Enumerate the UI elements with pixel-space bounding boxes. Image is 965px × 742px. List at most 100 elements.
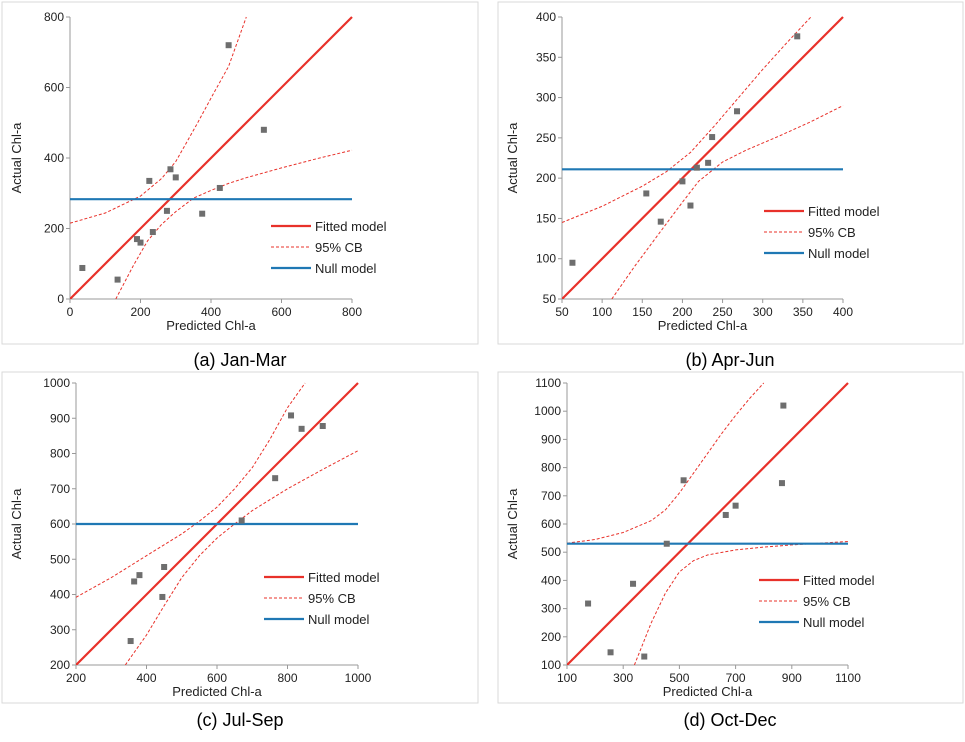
x-tick-label: 250: [713, 305, 733, 319]
data-point: [146, 177, 153, 184]
y-axis-label: Actual Chl-a: [9, 488, 24, 560]
x-tick-label: 350: [793, 305, 813, 319]
legend: Fitted model 95% CB Null model: [264, 570, 380, 627]
y-tick-label: 400: [44, 151, 64, 165]
x-tick-label: 600: [271, 305, 291, 319]
x-tick-label: 500: [669, 671, 689, 685]
y-tick-label: 200: [541, 630, 561, 644]
plot-area: [76, 382, 359, 665]
chart-panel-3: 200 400 600 800 1000 200 300 400 500 600 700 800 900…: [1, 371, 479, 730]
x-tick-label: 300: [753, 305, 773, 319]
x-tick-label: 150: [632, 305, 652, 319]
x-tick-label: 0: [67, 305, 74, 319]
y-tick-label: 500: [50, 552, 70, 566]
panel-frame: [497, 1, 964, 345]
panel-caption: (d) Oct-Dec: [683, 710, 776, 730]
fitted-model-line: [562, 16, 844, 299]
legend-95-cb-label: 95% CB: [803, 594, 851, 609]
x-tick-label: 800: [342, 305, 362, 319]
x-tick-label: 1000: [345, 671, 372, 685]
panel-caption: (c) Jul-Sep: [196, 710, 283, 730]
data-point: [163, 207, 170, 214]
y-tick-label: 1100: [535, 376, 561, 390]
x-tick-label: 400: [833, 305, 853, 319]
y-tick-label: 200: [44, 222, 64, 236]
data-point: [705, 159, 712, 166]
y-tick-label: 300: [536, 91, 556, 105]
data-point: [149, 229, 156, 236]
data-point: [641, 653, 648, 660]
panel-caption: (a) Jan-Mar: [193, 350, 286, 370]
data-point: [159, 593, 166, 600]
x-tick-label: 300: [613, 671, 633, 685]
y-tick-label: 800: [44, 10, 64, 24]
x-tick-label: 200: [672, 305, 692, 319]
data-point: [272, 475, 279, 482]
confidence-band-line: [611, 105, 844, 299]
data-point: [643, 190, 650, 197]
data-point: [161, 564, 168, 571]
data-point: [693, 164, 700, 171]
data-point: [131, 578, 138, 585]
data-point: [172, 174, 179, 181]
y-tick-label: 1000: [534, 404, 561, 418]
panel-frame: [497, 371, 964, 704]
data-point: [709, 134, 716, 141]
x-tick-label: 400: [136, 671, 156, 685]
plot-area: [562, 16, 844, 299]
chart-panel-4: 100 300 500 700 900 1100 100 200 300 400 500 600 700…: [497, 371, 964, 730]
x-axis-label: Predicted Chl-a: [663, 684, 753, 699]
x-axis-label: Predicted Chl-a: [172, 684, 262, 699]
data-point: [734, 108, 741, 115]
x-tick-label: 800: [277, 671, 297, 685]
data-point: [687, 202, 694, 209]
y-tick-label: 600: [44, 81, 64, 95]
legend: Fitted model 95% CB Null model: [271, 219, 387, 276]
y-tick-label: 400: [536, 10, 556, 24]
y-tick-label: 100: [536, 252, 556, 266]
x-tick-label: 1100: [835, 671, 861, 685]
confidence-band-line: [562, 16, 812, 223]
data-point: [137, 239, 144, 246]
y-tick-label: 50: [543, 292, 557, 306]
x-tick-label: 50: [555, 305, 569, 319]
panel-frame: [1, 1, 479, 345]
confidence-band-line: [115, 149, 353, 299]
data-point: [663, 540, 670, 547]
data-point: [680, 477, 687, 484]
y-tick-label: 900: [541, 432, 561, 446]
x-tick-label: 700: [726, 671, 746, 685]
y-tick-label: 0: [57, 292, 64, 306]
y-tick-label: 100: [541, 658, 561, 672]
data-point: [114, 276, 121, 283]
legend-null-model-label: Null model: [808, 246, 870, 261]
x-tick-label: 900: [782, 671, 802, 685]
y-tick-label: 300: [50, 623, 70, 637]
x-tick-label: 400: [201, 305, 221, 319]
chart-panel-1: 0 200 400 600 800 0 200 400 600 800 Predicted Chl-…: [1, 1, 479, 370]
legend: Fitted model 95% CB Null model: [759, 573, 875, 630]
data-point: [778, 480, 785, 487]
legend-fitted-model-label: Fitted model: [808, 204, 880, 219]
data-point: [607, 649, 614, 656]
x-tick-label: 200: [66, 671, 86, 685]
legend-fitted-model-label: Fitted model: [315, 219, 387, 234]
y-tick-label: 200: [50, 658, 70, 672]
data-point: [199, 210, 206, 217]
data-point: [260, 126, 267, 133]
chart-panel-2: 50 100 150 200 250 300 350 400 50 100 150 200 250 300…: [497, 1, 964, 370]
confidence-band-line: [124, 450, 359, 665]
y-tick-label: 150: [536, 211, 556, 225]
data-point: [780, 402, 787, 409]
y-axis-label: Actual Chl-a: [505, 488, 520, 560]
data-point: [794, 33, 801, 40]
data-point: [298, 425, 305, 432]
data-point: [225, 42, 232, 49]
data-point: [216, 184, 223, 191]
legend-95-cb-label: 95% CB: [315, 240, 363, 255]
y-tick-label: 400: [50, 588, 70, 602]
data-point: [722, 511, 729, 518]
y-tick-label: 250: [536, 131, 556, 145]
y-tick-label: 500: [541, 545, 561, 559]
